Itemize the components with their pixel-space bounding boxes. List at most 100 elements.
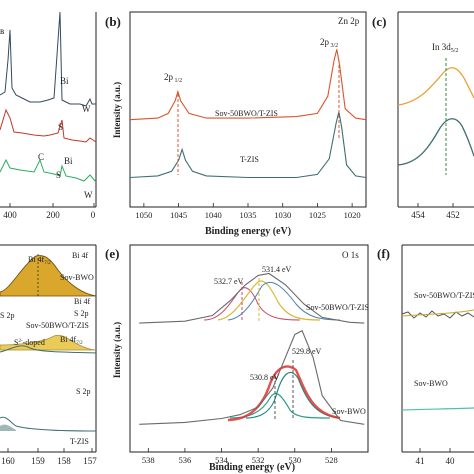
panel-e-x-tick-label: 538	[142, 455, 155, 465]
panel-b-x-tick-label: 1020	[344, 210, 361, 220]
panel-d-label: Bi 4f	[72, 251, 89, 260]
panel-b-series-line-1	[129, 111, 367, 179]
panel-e-envelope-bottom	[227, 365, 341, 422]
panel-d-label: Bi 4f	[74, 297, 91, 306]
panel-b-x-tick-label: 1035	[240, 210, 257, 220]
panel-b-ylabel: Intensity (a.u.)	[112, 82, 122, 138]
panel-d-label: Sov-BWO	[60, 273, 94, 282]
panel-e-ticks: 538 536 534 532 530 528	[142, 448, 338, 465]
panel-e-annotation: 531.4 eV	[262, 265, 292, 274]
panel-a-peak-label: Bi	[60, 76, 69, 86]
panel-b-xlabel: Binding energy (eV)	[205, 226, 291, 237]
panel-b-ticks: 1050 1045 1040 1035 1030 1025 1020	[135, 203, 361, 220]
panel-e-annotation: 529.8 eV	[292, 347, 322, 356]
panel-d: Bi 4f7/2 Bi 4f Sov-BWO Bi 4f S 2p S 2p S…	[0, 244, 97, 466]
panel-a-tick-label: 0	[91, 210, 96, 220]
panel-d-label: S 2p	[0, 311, 14, 320]
panel-e-letter: (e)	[105, 246, 119, 261]
panel-d-line-mid	[0, 345, 97, 354]
panel-e-x-tick-label: 536	[179, 455, 192, 465]
panel-d-tick-label: 158	[57, 456, 71, 466]
panel-a-peak-label: W	[82, 104, 91, 114]
panel-f-tick-label: 40	[446, 456, 456, 466]
panel-e-xlabel: Binding energy (eV)	[209, 462, 295, 473]
panel-d-label: S 2p	[74, 309, 88, 318]
panel-e-series-group	[139, 272, 365, 425]
panel-e-component-532-7	[203, 287, 301, 321]
panel-c-tick-label: 454	[411, 210, 425, 220]
panel-c-letter: (c)	[372, 14, 386, 29]
panel-e-series-label: Sov-BWO	[332, 407, 366, 416]
panel-c-series-bottom	[397, 118, 474, 166]
panel-e-component-531-4	[217, 280, 321, 321]
panel-e: (e) O 1s Intensity (a.u.) Binding energy…	[105, 244, 369, 473]
panel-d-tick-label: 160	[1, 456, 15, 466]
panel-e-component-530-8	[229, 393, 331, 419]
panel-f-series-top	[401, 310, 474, 319]
panel-f-letter: (f)	[377, 246, 390, 261]
panel-e-x-tick-label: 528	[325, 455, 338, 465]
panel-b-annotation-2p12: 2p 1/2	[164, 72, 182, 84]
panel-b-annotation-2p32: 2p 3/2	[320, 37, 338, 49]
panel-b-series-label: Sov-50BWO/T-ZIS	[215, 109, 278, 118]
panel-b-x-tick-label: 1050	[135, 210, 152, 220]
panel-a-peak-label: W	[84, 190, 93, 200]
panel-b-series-line-0	[129, 49, 367, 121]
panel-d-label: S 2p	[76, 387, 90, 396]
panel-e-envelope-top	[227, 281, 341, 321]
panel-a-peak-label: C	[38, 152, 44, 162]
panel-d-tick-label: 159	[31, 456, 45, 466]
panel-a-tick-label: 400	[3, 210, 17, 220]
panel-a: в Bi W S C Bi S W 400 200 0	[0, 11, 97, 220]
panel-e-x-tick-label: 532	[252, 455, 265, 465]
panel-d-label: T-ZIS	[70, 437, 89, 446]
panel-b-title: Zn 2p	[338, 16, 360, 26]
panel-b-series-group	[129, 49, 367, 179]
panel-e-component-529-8	[245, 372, 341, 419]
panel-f-series-label: Sov-50BWO/T-ZIS	[414, 291, 474, 300]
panel-e-annotation: 532.7 eV	[214, 277, 244, 286]
panel-e-annotation: 530.8 eV	[250, 373, 280, 382]
panel-d-line-bottom	[0, 416, 97, 432]
panel-c: (c) In 3d5/2 454 452	[372, 11, 474, 220]
panel-b: (b) Zn 2p Intensity (a.u.) Binding energ…	[105, 11, 367, 237]
panel-c-tick-label: 452	[446, 210, 460, 220]
panel-f-series-bottom	[401, 407, 474, 411]
panel-b-x-tick-label: 1030	[274, 210, 291, 220]
panel-d-label-bi4f72-mid: Bi 4f7/2	[60, 335, 83, 346]
panel-a-series-low	[0, 158, 97, 183]
panel-e-frame	[129, 244, 369, 453]
panel-e-series-line-1	[139, 329, 365, 425]
panel-b-series-label: T-ZIS	[240, 155, 259, 164]
panel-e-series-line-0	[139, 272, 365, 324]
panel-c-annotation: In 3d5/2	[432, 42, 458, 54]
panel-a-peak-label: Bi	[64, 156, 73, 166]
panel-d-tick-label: 157	[83, 456, 97, 466]
panel-a-peak-label: S	[58, 122, 63, 132]
panel-a-peak-label: S	[56, 170, 61, 180]
panel-a-tick-label: 200	[46, 210, 60, 220]
panel-b-x-tick-label: 1045	[170, 210, 187, 220]
panel-a-series-top	[0, 11, 96, 107]
panel-c-series-top	[397, 67, 474, 106]
panel-f: (f) Sov-50BWO/T-ZIS Sov-BWO 41 40	[377, 244, 474, 466]
panel-e-x-tick-label: 530	[288, 455, 301, 465]
panel-f-baseline-top	[401, 309, 474, 317]
panel-a-peak-b: в	[0, 26, 4, 36]
panel-d-label-bi4f72: Bi 4f7/2	[28, 255, 51, 266]
panel-d-fill-bottom	[0, 424, 16, 431]
panel-f-series-label: Sov-BWO	[414, 379, 448, 388]
panel-e-x-tick-label: 534	[215, 455, 229, 465]
panel-e-ylabel: Intensity (a.u.)	[112, 322, 122, 378]
panel-d-label-s-doped: S2--doped	[14, 338, 45, 347]
panel-d-fill-top	[0, 255, 97, 297]
panel-e-series-label: Sov-50BWO/T-ZIS	[306, 303, 369, 312]
panel-b-letter: (b)	[105, 14, 121, 29]
panel-f-tick-label: 41	[416, 456, 425, 466]
panel-d-label: Sov-50BWO/T-ZIS	[26, 321, 89, 330]
panel-b-x-tick-label: 1040	[205, 210, 222, 220]
panel-e-title: O 1s	[342, 250, 359, 260]
panel-a-series-mid	[0, 108, 97, 143]
panel-b-x-tick-label: 1025	[309, 210, 326, 220]
